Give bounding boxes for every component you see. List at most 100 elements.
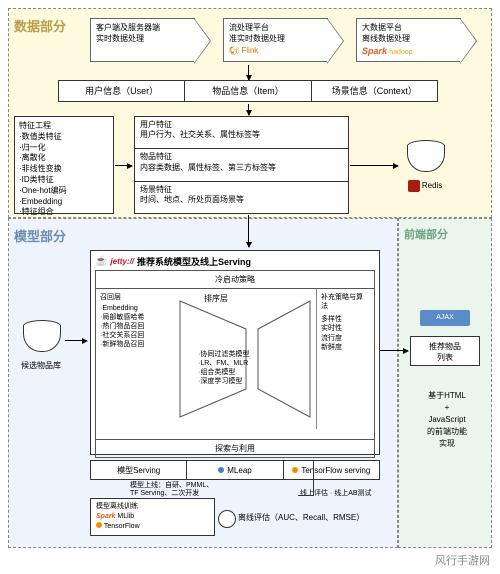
pipe-line1: 流处理平台 — [229, 22, 322, 33]
recommendation-list-box: 推荐物品 列表 — [410, 336, 480, 366]
info-user: 用户信息（User） — [59, 81, 185, 101]
feat-title: 特征工程 — [19, 121, 109, 132]
recall-item: ·局部敏感哈希 — [100, 313, 172, 322]
supplement-column: 补充策略与算法 多样性 实时性 流行度 新鲜度 — [316, 289, 372, 429]
offline-item: Spark MLlib — [96, 512, 209, 522]
arrow-icon — [248, 215, 249, 247]
redis-label: Redis — [400, 180, 450, 192]
arrow-icon — [248, 65, 249, 80]
serving-box: ☕ jetty:// 推荐系统模型及线上Serving 冷启动策略 召回层 ·E… — [90, 250, 380, 455]
serving-title: 推荐系统模型及线上Serving — [137, 255, 251, 268]
trapezoid-icon — [256, 299, 312, 419]
pipe-client: 客户端及服务器端 实时数据处理 — [90, 18, 195, 62]
arrow-icon — [115, 165, 132, 166]
offline-train-title: 模型离线训练 — [96, 502, 209, 512]
database-icon — [23, 320, 59, 356]
serving-main-row: 召回层 ·Embedding ·局部敏感哈希 ·热门物品召回 ·社交关系召回 ·… — [96, 289, 374, 429]
candidate-label: 候选物品库 — [16, 360, 66, 371]
recall-column: 召回层 ·Embedding ·局部敏感哈希 ·热门物品召回 ·社交关系召回 ·… — [96, 289, 176, 429]
cold-start: 冷启动策略 — [96, 271, 374, 289]
footer-text: 风行手游网 — [435, 552, 490, 568]
recall-title: 召回层 — [100, 293, 172, 302]
recall-item: ·社交关系召回 — [100, 331, 172, 340]
bigdata-icons: Spark hadoop — [362, 46, 455, 56]
context-features: 场景特征 时间、地点、所处页面场景等 — [135, 182, 348, 213]
feat-item: ·非线性变换 — [19, 164, 109, 175]
offline-eval-text: 离线评估（AUC、Recall、RMSE） — [238, 512, 364, 523]
pipe-line2: 准实时数据处理 — [229, 33, 322, 44]
model-section-label: 模型部分 — [14, 226, 66, 245]
feature-engineering-box: 特征工程 ·数值类特征 ·归一化 ·离散化 ·非线性变换 ·ID类特征 ·One… — [14, 116, 114, 214]
offline-train-box: 模型离线训练 Spark MLlib TensorFlow — [90, 498, 215, 536]
supp-item: 多样性 — [321, 315, 368, 324]
info-context: 场景信息（Context） — [312, 81, 437, 101]
ajax-badge: AJAX — [420, 310, 470, 326]
rank-trap2 — [256, 289, 316, 429]
frontend-section — [398, 218, 492, 548]
supp-title: 补充策略与算法 — [321, 293, 368, 312]
loop-icon — [218, 510, 236, 528]
user-features: 用户特征 用户行为、社交关系、属性标签等 — [135, 117, 348, 149]
rank-list: ·协同过滤类模型 ·LR、FM、MLR ·组合类模型 ·深度学习模型 — [176, 330, 256, 388]
feat-item: ·ID类特征 — [19, 175, 109, 186]
arrow-icon — [380, 350, 408, 351]
frontend-section-label: 前端部分 — [404, 226, 448, 242]
feat-item: ·特征组合 — [19, 207, 109, 218]
pipeline-row: 客户端及服务器端 实时数据处理 流处理平台 准实时数据处理 🐿 Flink 大数… — [90, 18, 490, 62]
sub-title: 用户特征 — [140, 120, 343, 130]
serving-cell: 模型Serving — [91, 461, 187, 479]
spark-icon: Spark — [362, 46, 387, 56]
spark-icon: Spark — [96, 513, 115, 520]
feat-item: ·离散化 — [19, 153, 109, 164]
rank-title: 排序层 — [204, 293, 228, 304]
feature-details-box: 用户特征 用户行为、社交关系、属性标签等 物品特征 内容类数据、属性标签、第三方… — [134, 116, 349, 214]
recall-item: ·新鲜物品召回 — [100, 340, 172, 349]
database-icon — [407, 140, 443, 176]
arrow-icon — [248, 104, 249, 115]
redis-logo-icon — [408, 180, 420, 192]
sub-desc: 内容类数据、属性标签、第三方标签等 — [140, 163, 343, 173]
pipe-stream: 流处理平台 准实时数据处理 🐿 Flink — [223, 18, 328, 62]
mleap-cell: MLeap — [187, 461, 283, 479]
jetty-icon: jetty:// — [110, 257, 134, 266]
rank-item: ·LR、FM、MLR — [198, 359, 252, 368]
arrow-icon — [350, 165, 398, 166]
feat-item: ·归一化 — [19, 143, 109, 154]
offline-item: TensorFlow — [96, 522, 209, 532]
recall-item: ·Embedding — [100, 304, 172, 313]
sub-desc: 时间、地点、所处页面场景等 — [140, 195, 343, 205]
arrow-icon — [65, 340, 87, 341]
sub-title: 物品特征 — [140, 152, 343, 162]
model-serving-row: 模型Serving MLeap TensorFlow serving — [90, 460, 380, 480]
pipe-line2: 实时数据处理 — [96, 33, 189, 44]
arrow-connector — [298, 460, 314, 496]
model-upload-text: 模型上线：自研、PMML、 TF Serving、二次开发 — [130, 482, 213, 499]
supp-item: 新鲜度 — [321, 343, 368, 352]
pipe-line2: 离线数据处理 — [362, 33, 455, 44]
pipe-bigdata: 大数据平台 离线数据处理 Spark hadoop — [356, 18, 461, 62]
feat-item: ·数值类特征 — [19, 132, 109, 143]
mleap-icon — [218, 467, 224, 473]
rank-item: ·组合类模型 — [198, 368, 252, 377]
redis-db: Redis — [400, 140, 450, 192]
pipe-line1: 客户端及服务器端 — [96, 22, 189, 33]
rank-item: ·协同过滤类模型 — [198, 350, 252, 359]
candidate-db: 候选物品库 — [16, 320, 66, 371]
hadoop-icon: hadoop — [389, 49, 412, 56]
sub-desc: 用户行为、社交关系、属性标签等 — [140, 130, 343, 140]
pipe-line1: 大数据平台 — [362, 22, 455, 33]
explore-exploit: 探索与利用 — [96, 439, 374, 457]
frontend-desc: 基于HTML + JavaScript 的前端功能 实现 — [415, 390, 479, 450]
supp-item: 实时性 — [321, 324, 368, 333]
rank-column: 排序层 ·协同过滤类模型 ·LR、FM、MLR ·组合类模型 ·深度学习模型 — [176, 289, 256, 429]
info-row: 用户信息（User） 物品信息（Item） 场景信息（Context） — [58, 80, 438, 102]
feat-item: ·Embedding — [19, 197, 109, 208]
item-features: 物品特征 内容类数据、属性标签、第三方标签等 — [135, 149, 348, 181]
serving-header: ☕ jetty:// 推荐系统模型及线上Serving — [95, 255, 375, 268]
rank-item: ·深度学习模型 — [198, 377, 252, 386]
flink-icon: 🐿 Flink — [229, 46, 322, 55]
info-item: 物品信息（Item） — [185, 81, 311, 101]
supp-item: 流行度 — [321, 334, 368, 343]
sub-title: 场景特征 — [140, 185, 343, 195]
data-section-label: 数据部分 — [14, 16, 66, 35]
